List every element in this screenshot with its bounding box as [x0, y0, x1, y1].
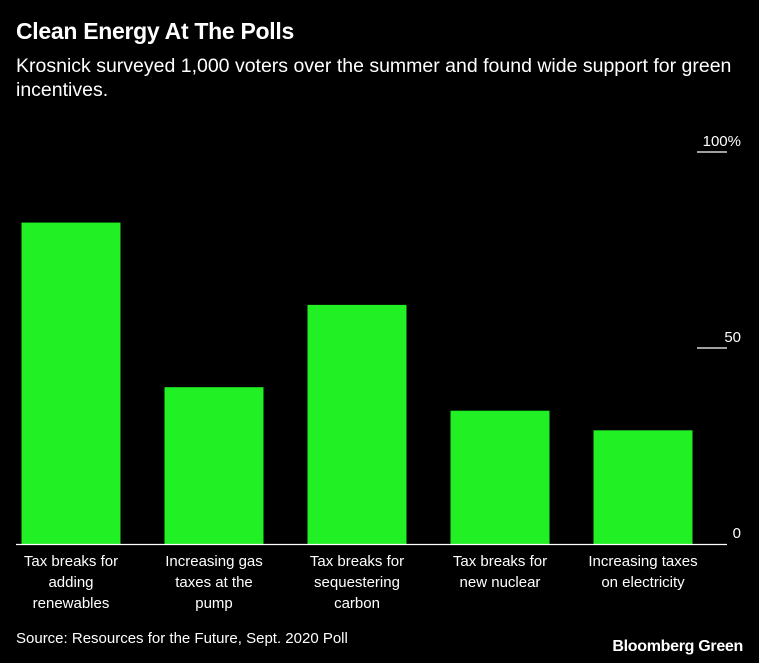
x-tick-label-0: Tax breaks for adding renewables [24, 553, 118, 612]
bar-2 [307, 304, 407, 544]
chart-grid: 100% 50 0 [697, 133, 741, 542]
x-tick-label-3: Tax breaks for new nuclear [453, 553, 547, 591]
x-tick-label-4: Increasing taxes on electricity [588, 553, 697, 591]
x-tick-label-1: Increasing gas taxes at the pump [165, 553, 263, 612]
bar-0 [21, 222, 121, 544]
y-tick-label-0: 100% [703, 133, 741, 150]
source-note: Source: Resources for the Future, Sept. … [16, 630, 348, 647]
bar-1 [164, 387, 264, 544]
brand-logo: Bloomberg Green [612, 638, 743, 655]
y-tick-label-1: 50 [724, 329, 741, 346]
bar-3 [450, 410, 550, 544]
x-axis-labels: Tax breaks for adding renewables Increasing… [24, 553, 698, 612]
chart-subtitle: Krosnick surveyed 1,000 voters over the … [16, 55, 732, 101]
bar-4 [593, 430, 693, 544]
chart-title: Clean Energy At The Polls [16, 18, 294, 44]
x-tick-label-2: Tax breaks for sequestering carbon [310, 553, 404, 612]
y-tick-label-2: 0 [733, 525, 741, 542]
chart-bars [21, 222, 693, 544]
